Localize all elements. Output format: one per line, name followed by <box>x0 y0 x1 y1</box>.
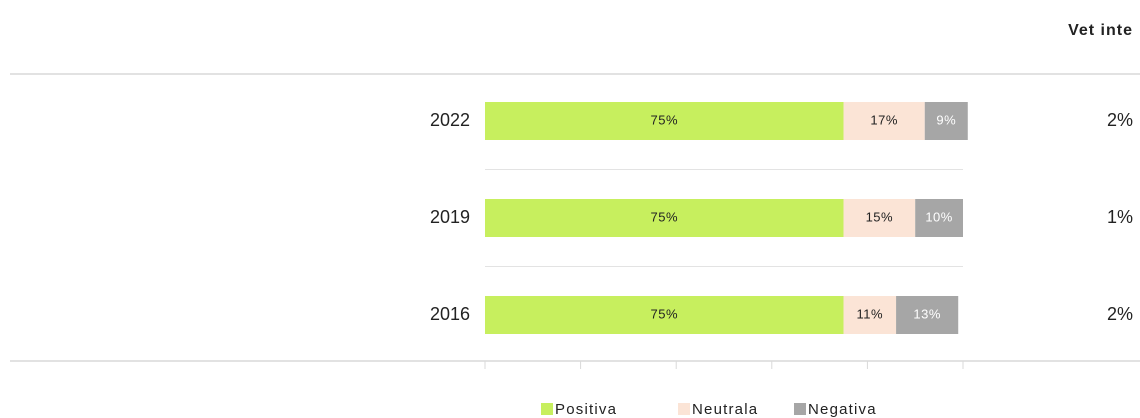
legend-swatch <box>678 403 690 415</box>
side-value: 2% <box>1107 110 1133 130</box>
bar-segment <box>843 296 897 334</box>
bar-segment <box>896 296 959 334</box>
value-label: 10% <box>925 209 953 224</box>
value-label: 9% <box>936 112 956 127</box>
category-label: 2016 <box>430 304 470 324</box>
bar-segment <box>485 199 844 237</box>
legend-label: Neutrala <box>692 401 758 418</box>
bar-segment <box>843 199 916 237</box>
legend-label: Positiva <box>555 401 617 418</box>
value-label: 75% <box>650 112 678 127</box>
value-label: 15% <box>866 209 894 224</box>
category-label: 2022 <box>430 110 470 130</box>
legend-swatch <box>794 403 806 415</box>
value-label: 75% <box>650 209 678 224</box>
category-label: 2019 <box>430 207 470 227</box>
side-column-title: Vet inte <box>1068 22 1133 39</box>
value-label: 13% <box>913 306 941 321</box>
side-value: 1% <box>1107 207 1133 227</box>
value-label: 11% <box>857 306 884 321</box>
bar-segment <box>843 102 925 140</box>
legend-swatch <box>541 403 553 415</box>
bar-segment <box>915 199 963 237</box>
value-label: 75% <box>650 306 678 321</box>
bar-segment <box>485 102 844 140</box>
value-label: 17% <box>870 112 898 127</box>
bar-segment <box>485 296 844 334</box>
side-value: 2% <box>1107 304 1133 324</box>
bar-segment <box>924 102 968 140</box>
legend-label: Negativa <box>808 401 877 418</box>
